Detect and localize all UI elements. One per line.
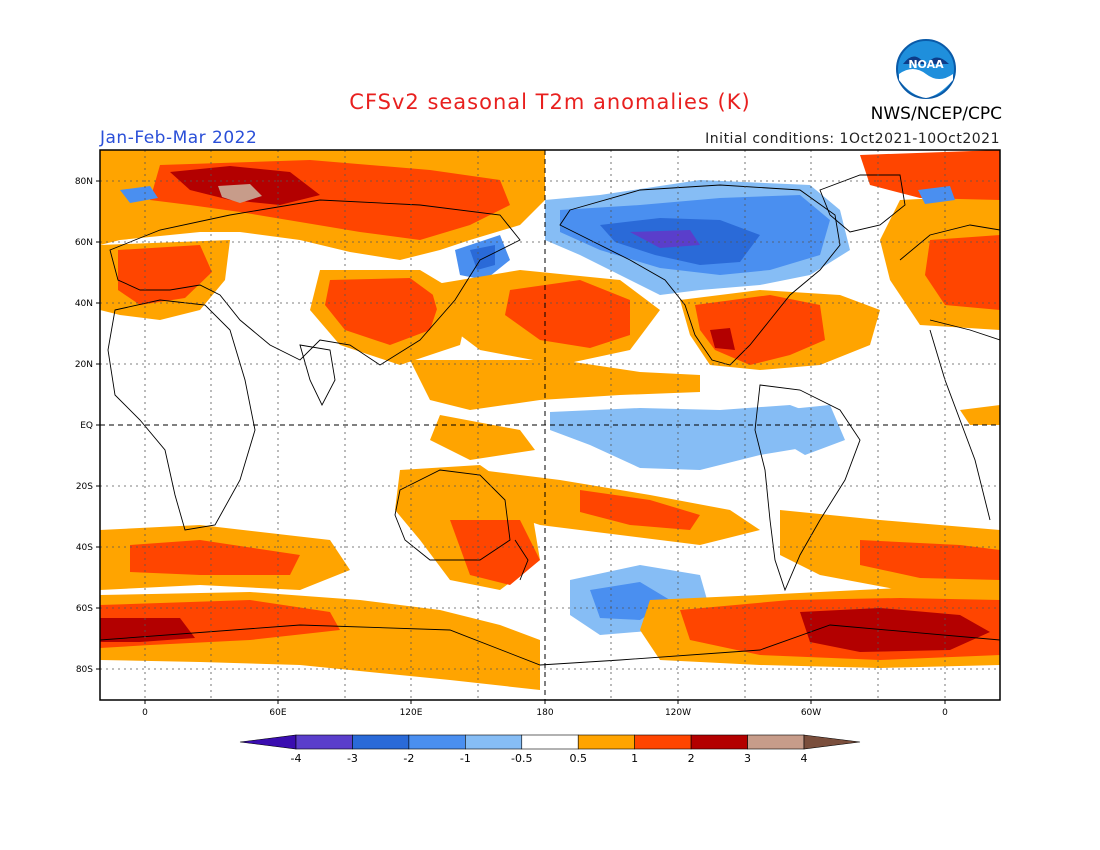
hot-band-south-pacific [580,490,700,530]
lat-label: 80N [75,177,93,187]
cool-region-equatorial-pacific [550,405,830,470]
hot-region-australia [450,520,540,585]
logo-text: NOAA [908,58,944,71]
colorbar-ticks: -4 -3 -2 -1 -0.5 0.5 1 2 3 4 [291,752,808,765]
colorbar-tick-label: -0.5 [511,752,532,765]
warm-region-west-africa [960,405,1000,425]
hot-region-north-pacific [505,280,630,348]
coast-eurasia [109,199,521,366]
colorbar-box [577,734,635,750]
lat-label: 60S [76,604,93,614]
coast-australia [394,469,511,561]
colorbar-box [634,734,692,750]
lat-label: 40N [75,299,93,309]
season-label: Jan-Feb-Mar 2022 [100,128,258,148]
hot-region-europe-east [925,235,1000,310]
lat-label: EQ [80,421,93,431]
lon-label: 0 [142,708,148,718]
lon-label: 120E [400,708,423,718]
lat-label: 40S [76,543,93,553]
hot-region-south-africa-ocean [130,540,300,575]
warm-region-maritime [430,415,535,460]
colorbar-box [521,734,579,750]
warm-band-tropical [410,360,700,410]
longitude-labels: 0 60E 120E 180 120W 60W 0 [142,708,948,718]
coast-india [299,344,336,407]
colorbar-min-arrow [239,734,297,750]
lon-label: 180 [536,708,553,718]
colorbar-max-arrow [803,734,861,750]
colorbar-boxes [239,734,861,750]
coastlines [100,174,1000,666]
noaa-logo: NOAA [896,39,956,99]
colorbar-box [747,734,805,750]
graticule [100,150,1000,700]
colorbar-tick-label: -3 [347,752,358,765]
very-hot-region-us-south [710,328,735,350]
coast-south-america [754,384,861,592]
very-hot-antarctic-west [100,618,195,642]
colorbar-box [352,734,410,750]
colorbar-tick-label: 1 [631,752,638,765]
colorbar-box [690,734,748,750]
hot-region-arctic-east [860,150,1000,200]
colorbar-box [295,734,353,750]
coast-new-zealand [514,539,529,581]
chart-title: CFSv2 seasonal T2m anomalies (K) [349,90,751,114]
cool-region-greenland-e [918,186,955,204]
coast-greenland [819,174,906,233]
lon-label: 0 [942,708,948,718]
cool-region-amazon [780,405,845,455]
cooler-region-okhotsk [470,245,495,270]
lat-label: 20N [75,360,93,370]
colorbar-tick-label: 4 [801,752,808,765]
coast-antarctica [100,624,1000,666]
colorbar-tick-label: 2 [688,752,695,765]
cool-region-greenland-w [120,186,158,203]
agency-label: NWS/NCEP/CPC [870,104,1002,124]
latitude-labels: 80N 60N 40N 20N EQ 20S 40S 60S 80S [75,177,93,675]
lon-label: 60W [801,708,821,718]
hot-region-south-atlantic [860,540,1000,580]
lat-label: 60N [75,238,93,248]
tick-marks [96,180,946,704]
reference-lines [100,150,1000,700]
colorbar-tick-label: -2 [403,752,414,765]
coast-north-america [559,184,841,366]
colorbar-tick-label: 3 [744,752,751,765]
colorbar-tick-label: -1 [460,752,471,765]
colorbar-box [408,734,466,750]
lat-label: 80S [76,665,93,675]
lon-label: 120W [665,708,691,718]
initial-conditions-label: Initial conditions: 1Oct2021-10Oct2021 [705,131,1000,147]
colorbar-box [465,734,523,750]
very-hot-antarctic-east [800,608,990,652]
coast-africa [107,299,256,531]
coast-europe-east [899,224,1000,521]
colorbar-tick-label: 0.5 [569,752,587,765]
lat-label: 20S [76,482,93,492]
coldest-core-canada [630,230,700,248]
colorbar-tick-label: -4 [291,752,302,765]
lon-label: 60E [269,708,286,718]
very-hot-region-siberia [218,184,262,203]
